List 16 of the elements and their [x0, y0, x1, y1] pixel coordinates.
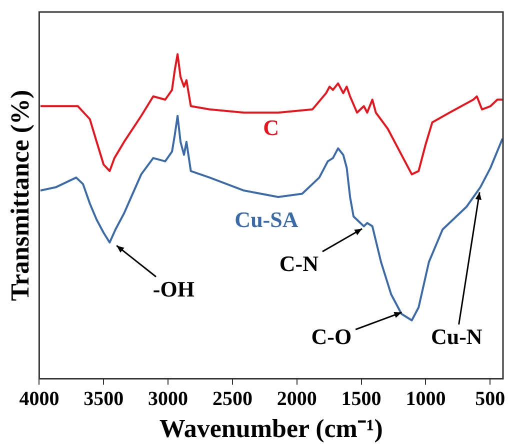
- x-tick-label: 2000: [276, 388, 317, 410]
- x-tick-label: 3000: [148, 388, 188, 410]
- annotation: -OH: [152, 276, 194, 302]
- annotation: C-N: [279, 250, 319, 276]
- annotation: Cu-N: [430, 324, 482, 350]
- series-label: C: [263, 115, 280, 140]
- annotation: C-O: [311, 324, 352, 350]
- x-axis-title: Wavenumber (cm⁻¹): [159, 414, 383, 444]
- y-axis-title: Transmittance (%): [5, 90, 34, 301]
- x-tick-label: 1000: [406, 388, 446, 410]
- x-tick-label: 2500: [212, 388, 252, 410]
- x-tick-label: 4000: [19, 388, 60, 410]
- series-label: Cu-SA: [234, 206, 298, 232]
- x-tick-label: 3500: [84, 388, 124, 410]
- x-tick-label: 1500: [341, 388, 382, 410]
- x-tick-label: 500: [475, 388, 506, 410]
